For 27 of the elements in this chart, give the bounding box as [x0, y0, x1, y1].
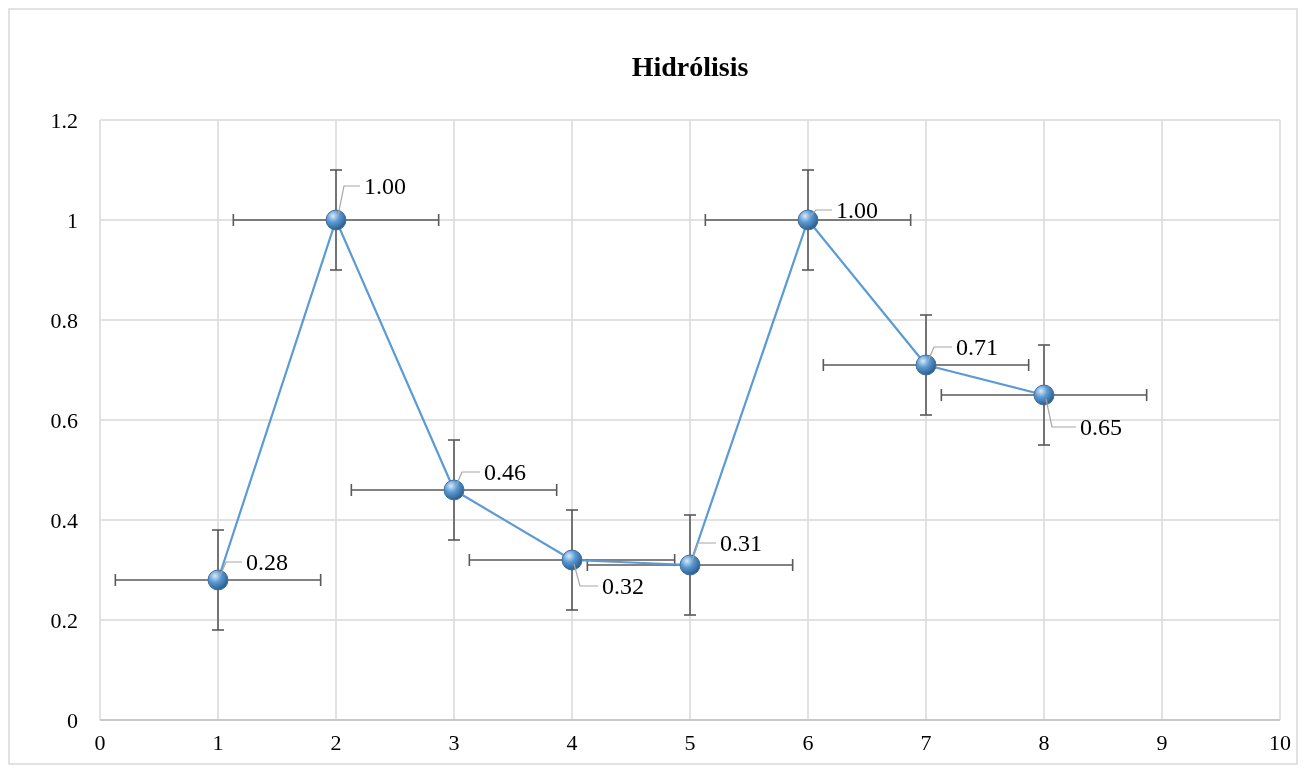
data-label: 0.32 [602, 573, 644, 600]
x-tick-label: 2 [330, 730, 342, 755]
data-label: 0.65 [1080, 414, 1122, 441]
data-label: 0.71 [956, 334, 998, 361]
y-tick-label: 0.6 [50, 407, 78, 433]
y-tick-label: 0.2 [50, 607, 78, 633]
x-tick-label: 3 [448, 730, 460, 755]
x-tick-label: 10 [1269, 730, 1291, 755]
y-tick-label: 0.4 [50, 507, 78, 533]
data-label: 1.00 [836, 197, 878, 224]
x-tick-label: 4 [566, 730, 578, 755]
y-tick-label: 1.2 [50, 107, 78, 133]
x-tick-label: 7 [920, 730, 932, 755]
x-tick-label: 5 [684, 730, 696, 755]
x-tick-label: 8 [1038, 730, 1050, 755]
chart-title: Hidrólisis [631, 50, 749, 82]
x-tick-label: 6 [802, 730, 814, 755]
data-label: 0.31 [720, 530, 762, 557]
y-tick-label: 0.8 [50, 307, 78, 333]
x-tick-label: 0 [94, 730, 106, 755]
data-label: 0.46 [484, 459, 526, 486]
x-tick-label: 9 [1156, 730, 1168, 755]
data-label: 1.00 [364, 173, 406, 200]
x-tick-label: 1 [212, 730, 224, 755]
y-tick-label: 0 [67, 707, 78, 733]
data-label: 0.28 [246, 549, 288, 576]
y-tick-label: 1 [67, 207, 78, 233]
